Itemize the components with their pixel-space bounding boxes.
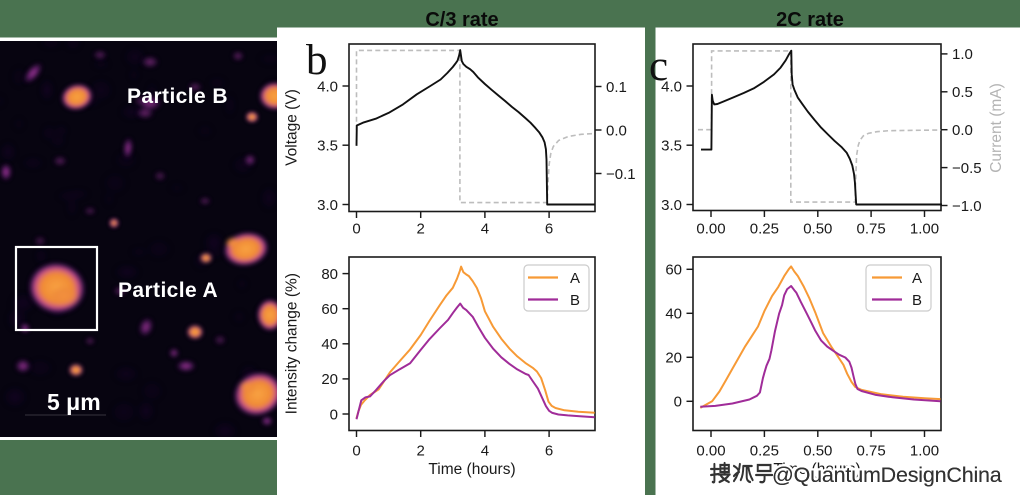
svg-text:0.75: 0.75	[856, 443, 885, 460]
svg-text:Time (hours): Time (hours)	[428, 461, 515, 478]
svg-text:60: 60	[665, 262, 682, 279]
svg-text:40: 40	[665, 306, 682, 323]
svg-text:Particle B: Particle B	[127, 85, 228, 108]
svg-text:b: b	[306, 37, 328, 84]
svg-text:1.0: 1.0	[952, 46, 973, 63]
svg-text:A: A	[570, 270, 580, 287]
svg-text:4: 4	[481, 443, 489, 460]
svg-text:Intensity change (%): Intensity change (%)	[284, 273, 301, 414]
svg-text:6: 6	[545, 221, 553, 238]
svg-text:0.0: 0.0	[952, 122, 973, 139]
svg-text:3.0: 3.0	[317, 197, 338, 214]
svg-text:0.25: 0.25	[750, 221, 779, 238]
svg-text:0.75: 0.75	[856, 221, 885, 238]
svg-text:C/3 rate: C/3 rate	[425, 9, 498, 31]
svg-text:0.25: 0.25	[750, 443, 779, 460]
svg-text:4.0: 4.0	[317, 78, 338, 95]
svg-text:1.00: 1.00	[910, 443, 939, 460]
svg-text:Particle A: Particle A	[118, 279, 218, 302]
svg-text:1.00: 1.00	[910, 221, 939, 238]
svg-text:@QuantumDesignChina: @QuantumDesignChina	[772, 463, 1002, 487]
svg-text:20: 20	[321, 371, 338, 388]
svg-text:2: 2	[417, 443, 425, 460]
svg-text:2C rate: 2C rate	[776, 9, 844, 31]
svg-text:c: c	[649, 43, 668, 90]
svg-text:@QuantumDesignChina: @QuantumDesignChina	[772, 463, 1002, 487]
svg-text:Voltage (V): Voltage (V)	[284, 89, 301, 166]
svg-text:0: 0	[674, 394, 682, 411]
svg-text:0.50: 0.50	[803, 221, 832, 238]
svg-text:0.50: 0.50	[803, 443, 832, 460]
svg-text:4: 4	[481, 221, 489, 238]
svg-text:6: 6	[545, 443, 553, 460]
svg-text:Time (hours): Time (hours)	[773, 461, 860, 478]
svg-text:20: 20	[665, 350, 682, 367]
svg-text:60: 60	[321, 301, 338, 318]
svg-text:2: 2	[417, 221, 425, 238]
svg-text:B: B	[570, 292, 580, 309]
svg-text:0.5: 0.5	[952, 84, 973, 101]
svg-text:0: 0	[352, 221, 360, 238]
svg-text:−0.1: −0.1	[606, 166, 636, 183]
svg-text:5 μm: 5 μm	[47, 389, 101, 415]
svg-text:0: 0	[330, 406, 338, 423]
svg-text:0: 0	[352, 443, 360, 460]
svg-text:3.5: 3.5	[317, 138, 338, 155]
svg-text:4.0: 4.0	[661, 78, 682, 95]
svg-text:A: A	[912, 270, 922, 287]
svg-text:0.1: 0.1	[606, 79, 627, 96]
svg-text:Current (mA): Current (mA)	[988, 83, 1005, 173]
svg-text:B: B	[912, 292, 922, 309]
svg-text:80: 80	[321, 266, 338, 283]
svg-text:0.0: 0.0	[606, 122, 627, 139]
svg-text:0.00: 0.00	[696, 443, 725, 460]
svg-text:3.5: 3.5	[661, 138, 682, 155]
svg-text:3.0: 3.0	[661, 197, 682, 214]
svg-text:40: 40	[321, 336, 338, 353]
svg-text:−0.5: −0.5	[952, 160, 982, 177]
svg-text:0.00: 0.00	[696, 221, 725, 238]
svg-text:−1.0: −1.0	[952, 198, 982, 215]
